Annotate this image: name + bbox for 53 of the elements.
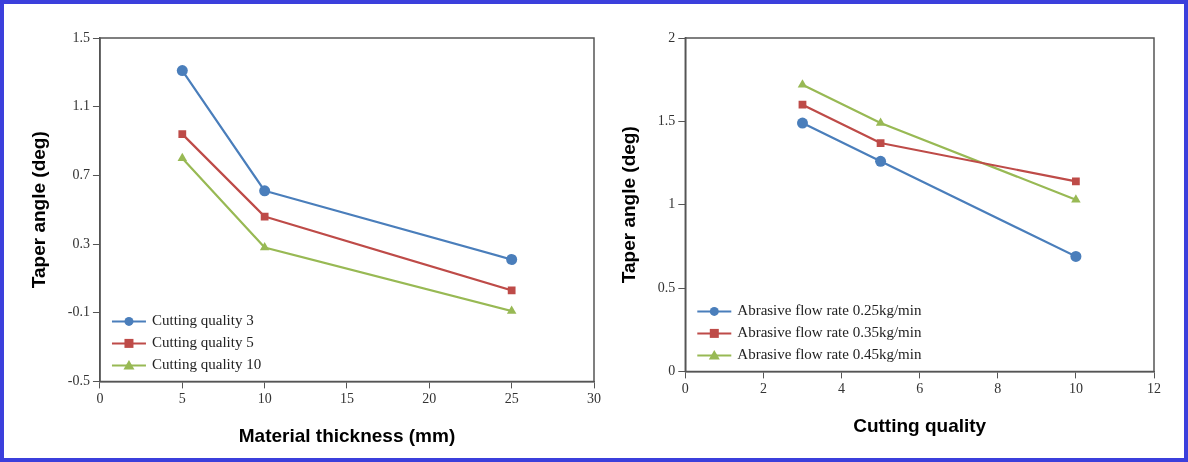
x-tick-label: 2 — [759, 381, 767, 397]
x-tick-label: 0 — [96, 391, 104, 407]
point — [260, 212, 269, 221]
point — [177, 152, 188, 161]
point — [506, 305, 517, 314]
x-tick-label: 12 — [1147, 381, 1161, 397]
point — [1070, 250, 1082, 262]
point — [875, 155, 887, 167]
x-tick-label: 6 — [916, 381, 924, 397]
x-tick-label: 8 — [994, 381, 1002, 397]
x-tick-label: 5 — [178, 391, 186, 407]
point — [875, 117, 886, 126]
point — [798, 100, 807, 109]
legend-label: Cutting quality 3 — [151, 312, 254, 329]
y-tick-label: 1.1 — [72, 98, 90, 114]
legend-label: Cutting quality 5 — [151, 334, 254, 351]
point — [178, 130, 187, 139]
y-tick-label: 1.5 — [72, 29, 90, 45]
y-tick-label: 0.3 — [72, 235, 90, 251]
x-tick-label: 25 — [504, 391, 519, 407]
x-tick-label: 15 — [339, 391, 354, 407]
point — [1071, 177, 1080, 186]
x-axis-title: Material thickness (mm) — [238, 424, 456, 446]
y-tick-label: 0 — [668, 363, 676, 379]
y-tick-label: -0.5 — [67, 373, 90, 389]
x-tick-label: 20 — [422, 391, 437, 407]
point — [176, 65, 188, 77]
y-axis-title: Taper angle (deg) — [27, 131, 49, 289]
point — [259, 185, 271, 197]
y-axis-title: Taper angle (deg) — [617, 126, 639, 284]
point — [507, 286, 516, 295]
point — [506, 253, 518, 265]
point — [876, 139, 885, 147]
y-tick-label: 0.5 — [657, 279, 676, 295]
x-tick-label: 10 — [257, 391, 272, 407]
y-tick-label: 0.7 — [72, 167, 90, 183]
legend-label: Abrasive flow rate 0.45kg/min — [737, 346, 922, 363]
y-tick-label: 1 — [668, 196, 676, 212]
legend-label: Cutting quality 10 — [151, 356, 262, 373]
legend-label: Abrasive flow rate 0.35kg/min — [737, 324, 922, 341]
y-tick-label: -0.1 — [67, 304, 90, 320]
y-tick-label: 1.5 — [657, 113, 676, 129]
point — [1071, 194, 1081, 203]
x-tick-label: 30 — [587, 391, 601, 407]
x-tick-label: 10 — [1068, 381, 1083, 397]
legend-label: Abrasive flow rate 0.25kg/min — [737, 302, 922, 319]
y-tick-label: 2 — [668, 29, 676, 45]
x-tick-label: 4 — [838, 381, 846, 397]
point — [797, 79, 808, 88]
x-tick-label: 0 — [681, 381, 689, 397]
point — [796, 117, 808, 129]
x-axis-title: Cutting quality — [853, 414, 987, 436]
point — [259, 241, 270, 251]
